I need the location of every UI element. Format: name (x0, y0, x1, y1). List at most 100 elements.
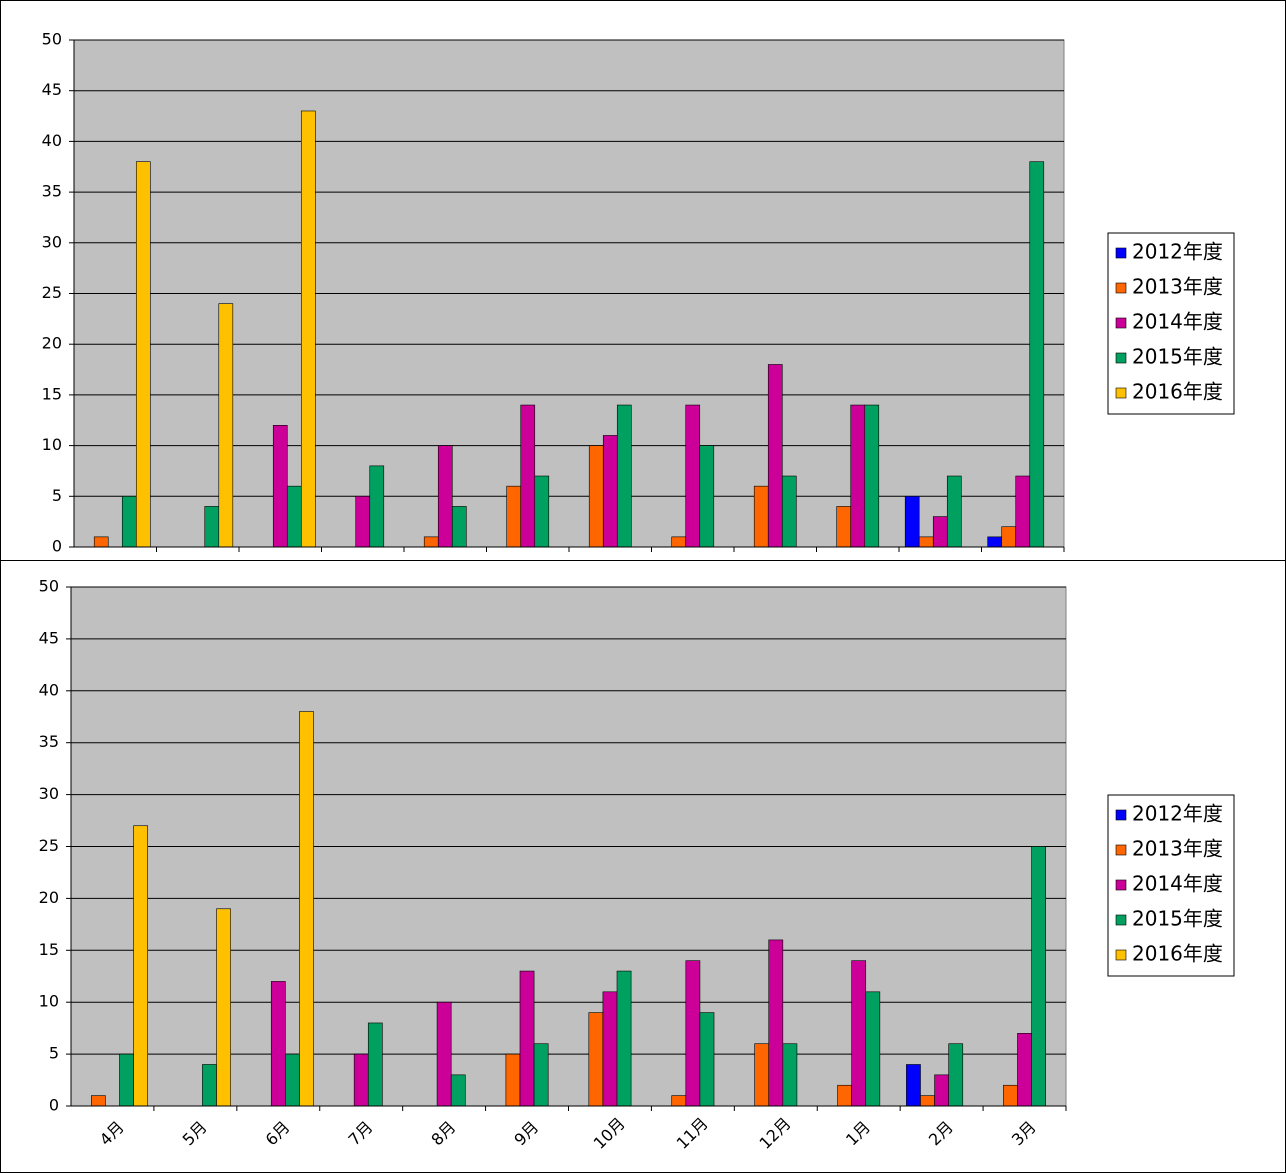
legend-swatch (1115, 282, 1127, 294)
bar (450, 1074, 466, 1107)
bar (685, 404, 701, 548)
y-tick-label: 30 (39, 784, 59, 803)
y-tick-label: 50 (42, 30, 62, 49)
legend-label: 2016年度 (1132, 380, 1223, 404)
bar (533, 1043, 549, 1107)
y-tick-label: 20 (42, 334, 62, 353)
bar (906, 1064, 921, 1107)
bar (519, 970, 535, 1107)
bar (286, 485, 302, 548)
legend-label: 2013年度 (1132, 837, 1223, 861)
bar (946, 475, 962, 548)
bar (753, 485, 769, 548)
bar (934, 1074, 949, 1107)
legend-swatch (1115, 247, 1127, 259)
bar (1031, 846, 1046, 1107)
legend-label: 2012年度 (1132, 802, 1223, 826)
bar (616, 970, 632, 1107)
legend-label: 2012年度 (1132, 240, 1223, 264)
bar (369, 465, 385, 548)
y-tick-label: 15 (39, 940, 59, 959)
legend-box (1107, 232, 1235, 415)
bar (671, 536, 687, 548)
bar (121, 495, 137, 548)
bar (767, 364, 783, 548)
bar (133, 825, 148, 1107)
bar (135, 161, 151, 548)
legend-label: 2014年度 (1132, 310, 1223, 334)
bar (218, 303, 234, 548)
bar (534, 475, 550, 548)
y-tick-label: 40 (39, 680, 59, 699)
bar (1017, 1033, 1032, 1107)
bar (932, 516, 948, 548)
y-tick-label: 5 (52, 486, 62, 505)
bar (837, 1084, 852, 1107)
bar (1029, 161, 1045, 548)
legend-swatch (1115, 914, 1127, 926)
bar (588, 1012, 604, 1107)
bar (216, 908, 231, 1107)
bar (987, 536, 1003, 548)
bar (768, 939, 784, 1107)
y-tick-label: 45 (42, 80, 62, 99)
legend-label: 2015年度 (1132, 907, 1223, 931)
y-tick-label: 20 (39, 888, 59, 907)
bar (437, 445, 453, 548)
bar (602, 435, 618, 548)
y-tick-label: 0 (52, 537, 62, 556)
bar (204, 506, 220, 548)
y-tick-label: 35 (42, 182, 62, 201)
y-tick-label: 15 (42, 384, 62, 403)
bar (850, 404, 866, 548)
bar (355, 495, 371, 548)
legend-swatch (1115, 317, 1127, 329)
bar (685, 960, 701, 1107)
y-tick-label: 10 (39, 992, 59, 1011)
y-tick-label: 5 (49, 1044, 59, 1063)
bar (520, 404, 536, 548)
bar (1015, 475, 1031, 548)
bar (423, 536, 439, 548)
bar (91, 1095, 106, 1107)
legend-label: 2015年度 (1132, 345, 1223, 369)
bar (119, 1053, 134, 1107)
bar (202, 1064, 217, 1107)
y-tick-label: 50 (39, 577, 59, 596)
bar (272, 425, 288, 548)
bar (865, 991, 881, 1107)
legend-swatch (1115, 352, 1127, 364)
legend-label: 2014年度 (1132, 872, 1223, 896)
legend-swatch (1115, 844, 1127, 856)
y-tick-label: 0 (49, 1096, 59, 1115)
bar (602, 991, 618, 1107)
legend-swatch (1115, 949, 1127, 961)
bar (285, 1053, 300, 1107)
bar (836, 506, 852, 548)
bar (436, 1001, 452, 1107)
legend-swatch (1115, 809, 1127, 821)
legend-label: 2016年度 (1132, 942, 1223, 966)
bar (904, 495, 920, 548)
bar (270, 981, 286, 1107)
bar (588, 445, 604, 548)
bar (353, 1053, 369, 1107)
bar (300, 110, 316, 548)
bar (864, 404, 880, 548)
bar (699, 1012, 715, 1107)
bar (671, 1095, 687, 1107)
bar (948, 1043, 964, 1107)
y-tick-label: 40 (42, 131, 62, 150)
y-tick-label: 45 (39, 628, 59, 647)
legend-box (1107, 794, 1235, 977)
legend-label: 2013年度 (1132, 275, 1223, 299)
y-tick-label: 25 (39, 836, 59, 855)
bar (918, 536, 934, 548)
bar (1003, 1084, 1018, 1107)
bar (93, 536, 109, 548)
bar (616, 404, 632, 548)
bar (782, 1043, 798, 1107)
bar (367, 1022, 383, 1107)
bar (754, 1043, 770, 1107)
